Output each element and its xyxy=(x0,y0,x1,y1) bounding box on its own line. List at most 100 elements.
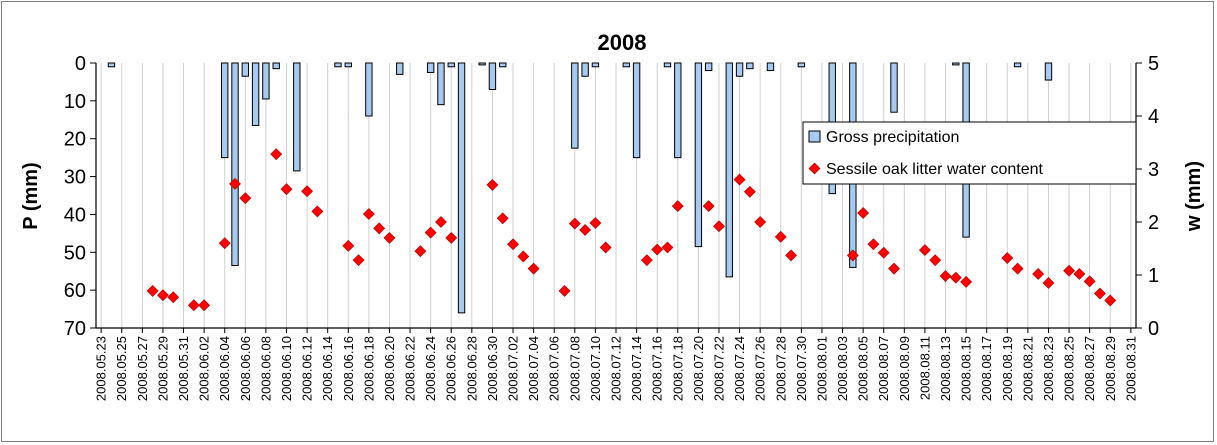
water-content-marker xyxy=(651,243,664,256)
water-content-marker xyxy=(239,192,252,205)
water-content-marker xyxy=(754,216,767,228)
x-tick-label: 2008.08.15 xyxy=(959,336,974,401)
water-content-marker xyxy=(589,217,602,229)
water-content-marker xyxy=(918,244,931,257)
right-axis-tick-label: 0 xyxy=(1148,318,1159,340)
precipitation-bar xyxy=(674,62,682,159)
right-axis-tick-label: 5 xyxy=(1148,53,1159,75)
water-content-marker xyxy=(146,284,159,297)
water-content-marker xyxy=(640,254,653,267)
right-axis-tick-label: 3 xyxy=(1148,159,1159,181)
precipitation-bar xyxy=(293,62,301,172)
left-axis-tick-label: 50 xyxy=(64,242,86,264)
water-content-marker xyxy=(1011,262,1024,275)
water-content-marker xyxy=(218,237,231,250)
water-content-marker xyxy=(311,205,324,218)
x-tick-label: 2008.06.24 xyxy=(423,336,438,401)
precipitation-bar xyxy=(890,62,898,113)
water-content-marker xyxy=(229,177,241,190)
left-axis-tick-label: 0 xyxy=(75,53,86,75)
water-content-markers xyxy=(146,148,1117,312)
x-tick-label: 2008.05.31 xyxy=(176,336,191,401)
x-tick-label: 2008.06.26 xyxy=(444,336,459,401)
water-content-marker xyxy=(568,217,581,230)
water-content-marker xyxy=(1073,268,1086,280)
precipitation-bar xyxy=(571,62,579,149)
x-tick-label: 2008.06.06 xyxy=(238,336,253,401)
precipitation-bar xyxy=(231,62,239,267)
x-tick-label: 2008.06.08 xyxy=(258,336,273,401)
water-content-marker xyxy=(1104,294,1117,307)
x-tick-label: 2008.06.30 xyxy=(485,336,500,401)
legend-label-water-content: Sessile oak litter water content xyxy=(826,161,1044,178)
water-content-marker xyxy=(517,250,530,263)
water-content-marker xyxy=(733,173,746,186)
precipitation-bar xyxy=(262,62,270,100)
x-tick-label: 2008.05.27 xyxy=(135,336,150,401)
precipitation-bar xyxy=(797,62,806,68)
x-tick-label: 2008.07.02 xyxy=(506,336,521,401)
precipitation-bar xyxy=(591,62,600,68)
legend-label-precipitation: Gross precipitation xyxy=(826,129,959,146)
precipitation-bar xyxy=(663,62,672,68)
water-content-marker xyxy=(949,271,962,284)
x-tick-label: 2008.07.04 xyxy=(526,336,541,401)
water-content-marker xyxy=(877,246,890,259)
water-content-marker xyxy=(527,262,540,275)
x-tick-label: 2008.08.05 xyxy=(856,336,871,401)
water-content-marker xyxy=(857,207,870,219)
precipitation-bar xyxy=(272,62,280,70)
precipitation-bar xyxy=(704,62,713,72)
water-content-marker xyxy=(960,275,973,288)
water-content-marker xyxy=(496,212,509,225)
precipitation-bar xyxy=(457,62,466,314)
water-content-marker xyxy=(713,220,725,233)
x-tick-label: 2008.08.17 xyxy=(979,336,994,401)
water-content-marker xyxy=(424,226,437,239)
water-content-marker xyxy=(702,200,715,213)
x-tick-label: 2008.07.24 xyxy=(732,336,747,401)
water-content-marker xyxy=(383,231,396,244)
precipitation-bar xyxy=(334,62,342,68)
x-tick-label: 2008.06.12 xyxy=(300,336,315,401)
water-content-marker xyxy=(1042,277,1055,289)
x-tick-label: 2008.07.22 xyxy=(711,336,726,401)
precipitation-bar xyxy=(396,62,404,75)
x-tick-label: 2008.08.23 xyxy=(1041,336,1056,401)
x-tick-label: 2008.06.16 xyxy=(341,336,356,401)
water-content-marker xyxy=(342,239,355,252)
x-tick-label: 2008.07.18 xyxy=(670,336,685,401)
water-content-marker xyxy=(362,208,375,220)
water-content-marker xyxy=(1063,264,1075,277)
left-axis-tick-label: 20 xyxy=(64,129,86,151)
precipitation-bar xyxy=(241,62,249,77)
precipitation-bar xyxy=(1044,62,1053,81)
x-tick-label: 2008.07.10 xyxy=(588,336,603,401)
x-tick-label: 2008.08.31 xyxy=(1123,336,1138,401)
x-tick-label: 2008.08.07 xyxy=(876,336,891,401)
x-tick-label: 2008.08.01 xyxy=(814,336,829,401)
precipitation-bar xyxy=(632,62,641,159)
water-content-marker xyxy=(270,148,283,161)
x-tick-label: 2008.07.16 xyxy=(650,336,665,401)
legend: Gross precipitation Sessile oak litter w… xyxy=(802,121,1137,185)
water-content-marker xyxy=(846,249,859,262)
water-content-marker xyxy=(414,245,427,258)
water-content-marker xyxy=(198,299,211,312)
x-tick-label: 2008.07.28 xyxy=(773,336,788,401)
precipitation-bar xyxy=(766,62,775,72)
left-axis-tick-label: 70 xyxy=(64,318,86,340)
precipitation-bar xyxy=(107,62,116,68)
right-axis-label: w (mm) xyxy=(1183,161,1205,232)
water-content-marker xyxy=(867,238,880,251)
water-content-marker xyxy=(785,249,797,262)
x-tick-label: 2008.08.13 xyxy=(938,336,953,401)
legend-marker-swatch xyxy=(808,162,821,175)
water-content-marker xyxy=(1094,287,1106,300)
precipitation-bar xyxy=(622,62,630,68)
x-tick-label: 2008.07.12 xyxy=(609,336,624,401)
precipitation-bar xyxy=(488,62,497,90)
precipitation-bar xyxy=(221,62,229,159)
water-content-marker xyxy=(1001,252,1014,264)
